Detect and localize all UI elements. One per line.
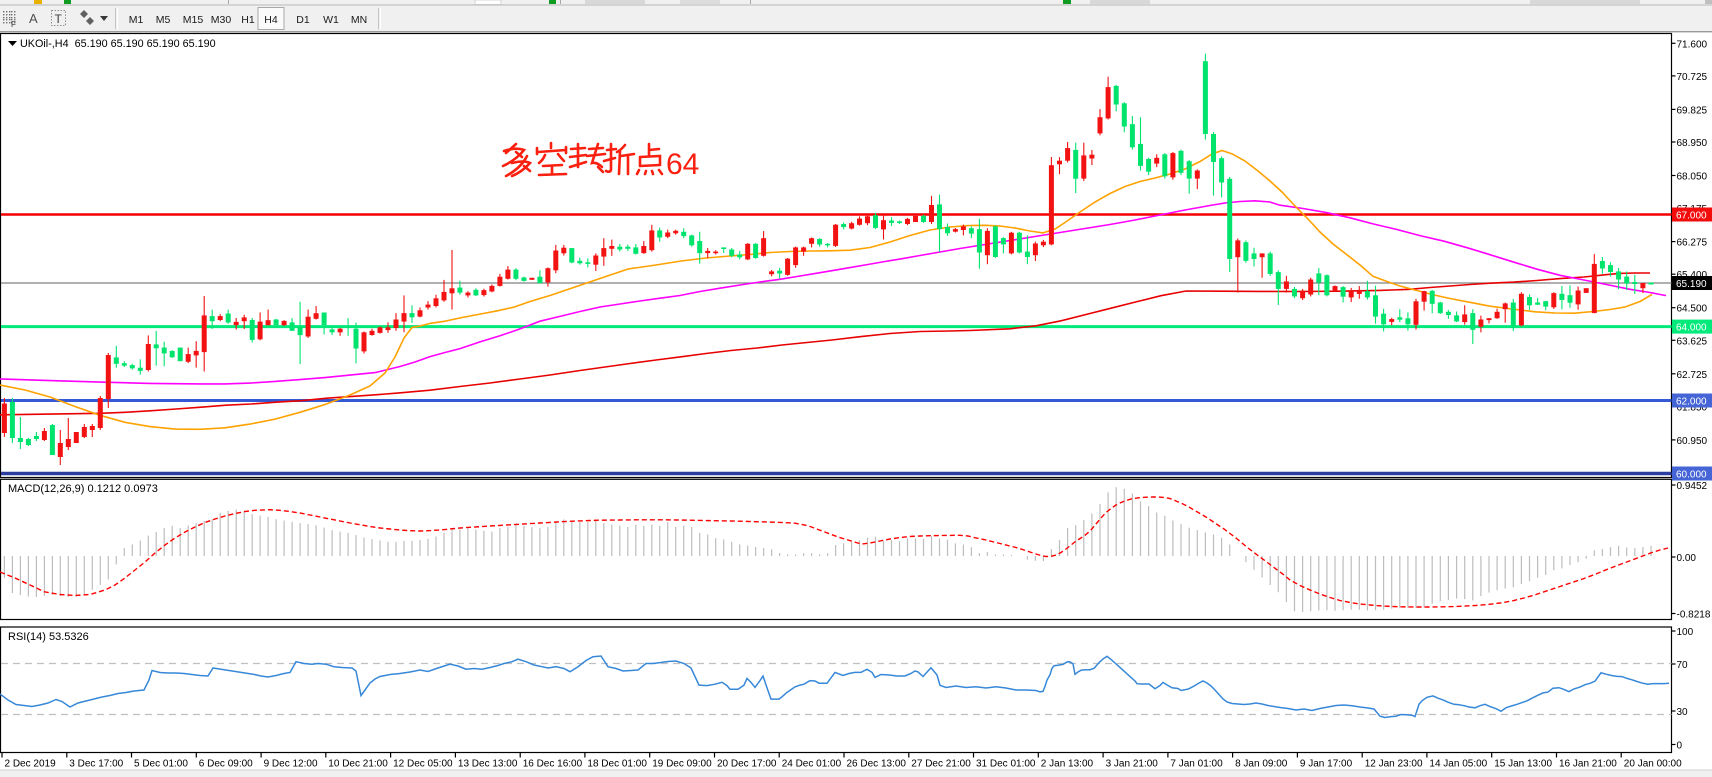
svg-text:5 Dec 01:00: 5 Dec 01:00 — [134, 759, 188, 770]
svg-text:H4: H4 — [264, 14, 278, 26]
svg-text:13 Dec 13:00: 13 Dec 13:00 — [458, 759, 518, 770]
svg-text:14 Jan 05:00: 14 Jan 05:00 — [1429, 759, 1487, 770]
svg-text:68.950: 68.950 — [1677, 138, 1708, 149]
svg-text:64.500: 64.500 — [1677, 304, 1708, 315]
svg-text:63.625: 63.625 — [1677, 336, 1708, 347]
svg-text:18 Dec 01:00: 18 Dec 01:00 — [587, 759, 647, 770]
svg-text:19 Dec 09:00: 19 Dec 09:00 — [652, 759, 712, 770]
svg-text:0.9452: 0.9452 — [1677, 481, 1708, 492]
svg-text:MACD(12,26,9) 0.1212 0.0973: MACD(12,26,9) 0.1212 0.0973 — [8, 483, 158, 495]
svg-text:A: A — [29, 11, 38, 26]
svg-text:70: 70 — [1677, 660, 1689, 671]
svg-text:100: 100 — [1677, 627, 1694, 638]
svg-text:60.000: 60.000 — [1676, 469, 1707, 480]
svg-text:-0.8218: -0.8218 — [1677, 609, 1711, 620]
svg-text:30: 30 — [1677, 707, 1689, 718]
svg-text:16 Jan 21:00: 16 Jan 21:00 — [1559, 759, 1617, 770]
svg-text:0: 0 — [1677, 740, 1683, 751]
svg-text:24 Dec 01:00: 24 Dec 01:00 — [782, 759, 842, 770]
svg-text:67.000: 67.000 — [1676, 210, 1707, 221]
svg-text:65.400: 65.400 — [1677, 270, 1708, 281]
svg-text:69.825: 69.825 — [1677, 105, 1708, 116]
svg-text:64.000: 64.000 — [1676, 322, 1707, 333]
svg-text:62.000: 62.000 — [1676, 396, 1707, 407]
svg-text:68.050: 68.050 — [1677, 172, 1708, 183]
svg-text:26 Dec 13:00: 26 Dec 13:00 — [847, 759, 907, 770]
svg-text:3 Jan 21:00: 3 Jan 21:00 — [1106, 759, 1159, 770]
svg-text:UKOil-,H4 65.190 65.190 65.19: UKOil-,H4 65.190 65.190 65.190 65.190 — [20, 38, 216, 50]
svg-text:60.950: 60.950 — [1677, 436, 1708, 447]
svg-text:70.725: 70.725 — [1677, 72, 1708, 83]
svg-text:RSI(14) 53.5326: RSI(14) 53.5326 — [8, 631, 89, 643]
svg-text:20 Dec 17:00: 20 Dec 17:00 — [717, 759, 777, 770]
svg-text:8 Jan 09:00: 8 Jan 09:00 — [1235, 759, 1288, 770]
svg-text:T: T — [55, 12, 63, 26]
svg-text:H1: H1 — [241, 14, 255, 26]
svg-text:D1: D1 — [296, 14, 310, 26]
svg-text:27 Dec 21:00: 27 Dec 21:00 — [911, 759, 971, 770]
svg-text:9 Jan 17:00: 9 Jan 17:00 — [1300, 759, 1353, 770]
svg-text:12 Dec 05:00: 12 Dec 05:00 — [393, 759, 453, 770]
svg-text:M30: M30 — [211, 14, 232, 26]
svg-text:2 Jan 13:00: 2 Jan 13:00 — [1041, 759, 1094, 770]
svg-text:2 Dec 2019: 2 Dec 2019 — [5, 759, 57, 770]
svg-text:7 Jan 01:00: 7 Jan 01:00 — [1170, 759, 1223, 770]
svg-text:W1: W1 — [323, 14, 339, 26]
svg-text:F: F — [11, 20, 16, 29]
svg-text:61.850: 61.850 — [1677, 402, 1708, 413]
svg-text:31 Dec 01:00: 31 Dec 01:00 — [976, 759, 1036, 770]
svg-text:MN: MN — [351, 14, 367, 26]
svg-text:64: 64 — [666, 148, 699, 181]
svg-text:M15: M15 — [183, 14, 204, 26]
svg-text:15 Jan 13:00: 15 Jan 13:00 — [1494, 759, 1552, 770]
svg-text:6 Dec 09:00: 6 Dec 09:00 — [199, 759, 253, 770]
svg-text:66.275: 66.275 — [1677, 238, 1708, 249]
svg-text:12 Jan 23:00: 12 Jan 23:00 — [1365, 759, 1423, 770]
svg-text:M1: M1 — [129, 14, 144, 26]
svg-text:71.600: 71.600 — [1677, 39, 1708, 50]
svg-text:0.00: 0.00 — [1677, 553, 1697, 564]
svg-text:16 Dec 16:00: 16 Dec 16:00 — [523, 759, 583, 770]
svg-text:62.725: 62.725 — [1677, 370, 1708, 381]
svg-text:10 Dec 21:00: 10 Dec 21:00 — [328, 759, 388, 770]
svg-text:3 Dec 17:00: 3 Dec 17:00 — [69, 759, 123, 770]
svg-text:9 Dec 12:00: 9 Dec 12:00 — [264, 759, 318, 770]
svg-text:M5: M5 — [156, 14, 171, 26]
svg-text:65.190: 65.190 — [1676, 279, 1707, 290]
svg-text:20 Jan 00:00: 20 Jan 00:00 — [1624, 759, 1682, 770]
